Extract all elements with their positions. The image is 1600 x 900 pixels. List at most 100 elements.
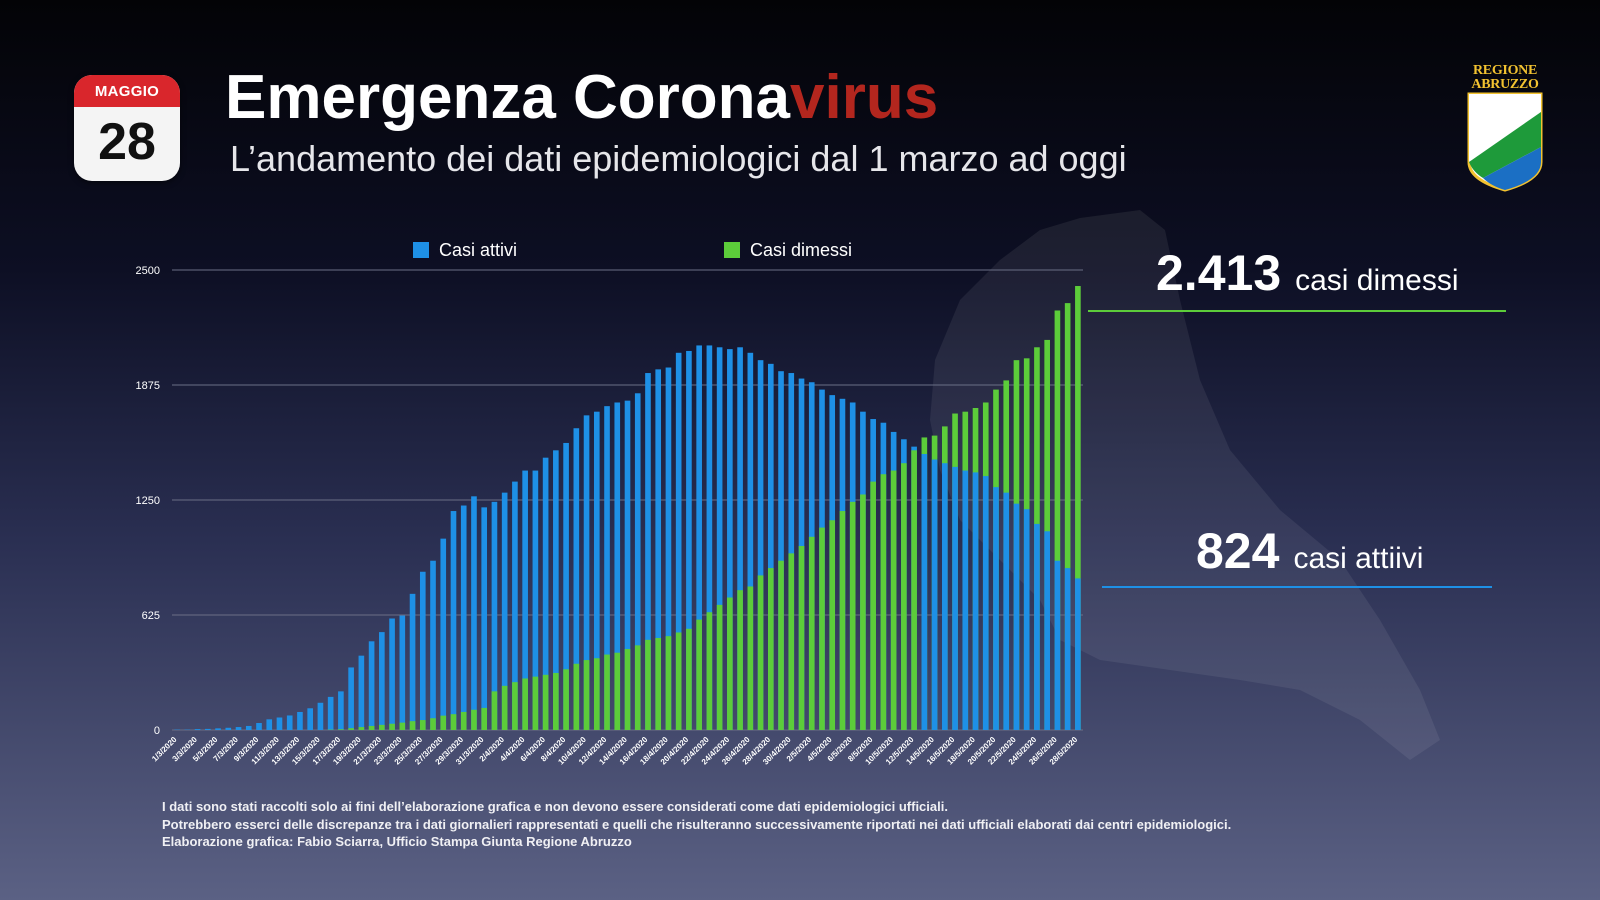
bar-casi-dimessi	[440, 715, 447, 730]
bar-casi-dimessi	[808, 536, 815, 730]
bar-casi-attivi	[1013, 503, 1020, 730]
title-main: Emergenza Corona	[225, 63, 791, 132]
bar-casi-attivi	[655, 369, 662, 730]
y-tick-label: 1250	[136, 495, 160, 507]
bar-casi-dimessi	[522, 678, 528, 730]
bar-casi-attivi	[942, 463, 948, 730]
bar-casi-dimessi	[686, 628, 692, 730]
bar-casi-attivi	[491, 501, 498, 730]
legend-swatch-discharged	[724, 242, 740, 258]
calendar-icon: MAGGIO 28	[74, 75, 180, 181]
legend-label-active: Casi attivi	[439, 240, 518, 260]
bar-casi-dimessi	[624, 649, 631, 730]
bar-casi-attivi	[1044, 531, 1050, 730]
bar-casi-attivi	[399, 615, 406, 730]
bar-casi-attivi	[993, 487, 999, 730]
active-label: casi attiivi	[1293, 542, 1424, 575]
bar-casi-dimessi	[542, 674, 549, 730]
bar-casi-dimessi	[860, 494, 866, 730]
regione-abruzzo-logo: REGIONE ABRUZZO	[1463, 64, 1547, 194]
y-tick-label: 2500	[136, 265, 160, 277]
bar-casi-dimessi	[430, 718, 436, 730]
footnote-line-1: I dati sono stati raccolti solo ai fini …	[162, 799, 948, 814]
bar-casi-attivi	[542, 457, 549, 730]
bar-casi-attivi	[737, 347, 743, 730]
bar-casi-attivi	[532, 470, 539, 730]
discharged-callout: 2.413 casi dimessi	[1156, 244, 1459, 302]
bar-casi-dimessi	[798, 546, 805, 730]
bar-casi-attivi	[194, 729, 201, 730]
calendar-day: 28	[98, 113, 156, 171]
bar-casi-dimessi	[450, 714, 457, 730]
bar-casi-dimessi	[368, 725, 375, 730]
bar-casi-dimessi	[901, 463, 907, 730]
bar-casi-attivi	[675, 352, 682, 730]
bar-casi-dimessi	[880, 474, 887, 730]
bar-casi-dimessi	[778, 560, 784, 730]
bar-casi-attivi	[604, 406, 610, 730]
y-tick-label: 1875	[136, 380, 160, 392]
legend-swatch-active	[413, 242, 429, 258]
bar-casi-attivi	[706, 345, 713, 730]
bar-casi-dimessi	[1054, 310, 1061, 730]
bar-casi-attivi	[338, 691, 344, 730]
bar-casi-dimessi	[379, 724, 385, 730]
bar-casi-dimessi	[348, 728, 354, 730]
bar-casi-attivi	[1003, 492, 1010, 730]
bar-casi-attivi	[512, 481, 518, 730]
bar-casi-attivi	[778, 371, 784, 730]
bar-casi-dimessi	[409, 721, 416, 730]
bar-casi-attivi	[665, 367, 672, 730]
bar-casi-dimessi	[870, 481, 876, 730]
bar-casi-attivi	[317, 702, 324, 730]
footnote-line-3: Elaborazione grafica: Fabio Sciarra, Uff…	[162, 834, 632, 849]
bar-casi-attivi	[358, 655, 365, 730]
bar-casi-attivi	[419, 571, 426, 730]
footnote-line-2: Potrebbero esserci delle discrepanze tra…	[162, 816, 1232, 832]
bar-casi-attivi	[266, 719, 273, 730]
bar-casi-dimessi	[338, 729, 344, 730]
bar-casi-attivi	[1034, 523, 1040, 730]
bar-casi-dimessi	[727, 597, 733, 730]
bar-casi-attivi	[348, 667, 354, 730]
bar-casi-dimessi	[747, 586, 754, 730]
bar-casi-attivi	[563, 442, 569, 730]
active-callout: 824 casi attiivi	[1196, 522, 1423, 580]
bar-casi-dimessi	[829, 520, 836, 730]
bar-casi-dimessi	[583, 660, 590, 730]
bar-casi-dimessi	[819, 527, 825, 730]
bar-casi-attivi	[286, 715, 293, 730]
discharged-value: 2.413	[1156, 245, 1282, 301]
calendar-month: MAGGIO	[74, 75, 180, 107]
bar-casi-attivi	[256, 723, 262, 730]
bar-casi-attivi	[921, 454, 928, 730]
bar-casi-attivi	[727, 349, 733, 730]
bar-casi-dimessi	[481, 707, 488, 730]
bar-casi-dimessi	[839, 511, 846, 730]
bar-casi-dimessi	[665, 636, 672, 730]
bar-casi-dimessi	[634, 645, 641, 730]
bar-casi-dimessi	[512, 682, 518, 730]
bar-casi-attivi	[1054, 560, 1061, 730]
bar-casi-attivi	[972, 472, 979, 730]
abruzzo-shield-icon	[1467, 92, 1543, 192]
bar-casi-attivi	[788, 373, 795, 730]
page-title: Emergenza Coronavirus	[225, 62, 938, 133]
discharged-callout-line	[1088, 310, 1506, 312]
bar-casi-attivi	[276, 717, 283, 730]
y-tick-label: 0	[154, 725, 160, 737]
legend-label-discharged: Casi dimessi	[750, 240, 853, 260]
bar-casi-attivi	[409, 593, 416, 730]
bar-casi-dimessi	[419, 720, 426, 730]
footnotes: I dati sono stati raccolti solo ai fini …	[162, 798, 1231, 851]
bar-casi-dimessi	[849, 501, 856, 730]
bar-casi-dimessi	[358, 727, 365, 730]
bar-casi-dimessi	[593, 658, 600, 730]
bar-casi-dimessi	[706, 612, 713, 730]
bar-casi-attivi	[553, 450, 559, 730]
bar-casi-attivi	[460, 505, 467, 730]
bar-casi-attivi	[379, 632, 385, 730]
bar-casi-dimessi	[737, 590, 743, 730]
bar-casi-dimessi	[911, 450, 917, 730]
